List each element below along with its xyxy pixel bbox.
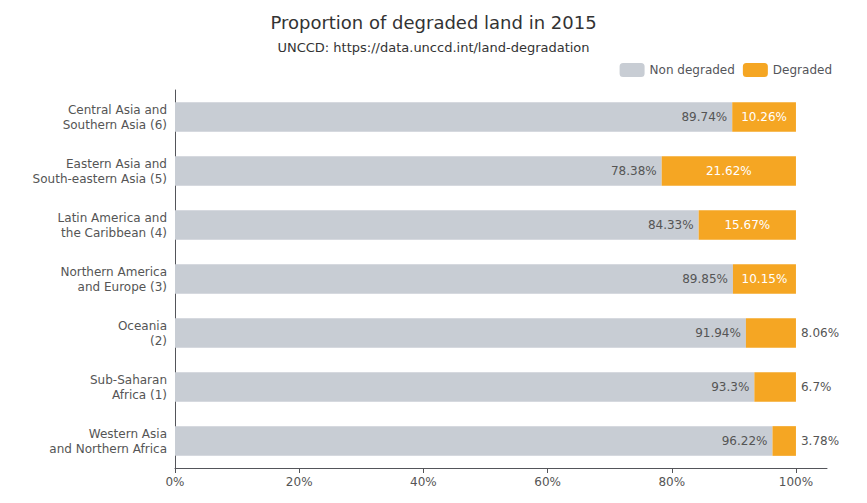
svg-text:89.74%: 89.74% [681,110,727,124]
svg-text:Northern America: Northern America [60,265,167,279]
svg-text:South-eastern Asia (5): South-eastern Asia (5) [33,172,167,186]
svg-text:10.15%: 10.15% [742,272,788,286]
svg-text:Proportion of degraded land in: Proportion of degraded land in 2015 [270,12,596,33]
svg-text:Sub-Saharan: Sub-Saharan [90,373,167,387]
svg-text:Eastern Asia and: Eastern Asia and [66,157,167,171]
svg-text:Latin America and: Latin America and [58,211,167,225]
svg-text:91.94%: 91.94% [695,326,741,340]
svg-text:and Northern Africa: and Northern Africa [49,442,167,456]
svg-text:6.7%: 6.7% [801,380,832,394]
svg-text:Oceania: Oceania [118,319,167,333]
svg-text:96.22%: 96.22% [722,434,768,448]
svg-text:89.85%: 89.85% [682,272,728,286]
svg-text:21.62%: 21.62% [706,164,752,178]
svg-text:Southern Asia (6): Southern Asia (6) [63,118,167,132]
svg-text:and Europe (3): and Europe (3) [78,280,167,294]
svg-text:78.38%: 78.38% [611,164,657,178]
svg-text:20%: 20% [286,475,313,489]
svg-text:60%: 60% [534,475,561,489]
svg-text:80%: 80% [658,475,685,489]
svg-text:(2): (2) [150,334,167,348]
svg-text:15.67%: 15.67% [724,218,770,232]
svg-text:40%: 40% [410,475,437,489]
svg-text:Africa (1): Africa (1) [112,388,167,402]
svg-text:93.3%: 93.3% [711,380,749,394]
svg-text:84.33%: 84.33% [648,218,694,232]
svg-text:100%: 100% [779,475,813,489]
svg-text:0%: 0% [165,475,184,489]
svg-text:Non degraded: Non degraded [650,63,735,77]
svg-text:3.78%: 3.78% [801,434,839,448]
svg-text:Western Asia: Western Asia [89,427,167,441]
svg-text:Degraded: Degraded [773,63,832,77]
svg-text:the Caribbean (4): the Caribbean (4) [61,226,167,240]
svg-text:Central Asia and: Central Asia and [68,103,167,117]
svg-text:10.26%: 10.26% [741,110,787,124]
svg-text:UNCCD: https://data.unccd.int/: UNCCD: https://data.unccd.int/land-degra… [277,40,589,55]
svg-text:8.06%: 8.06% [801,326,839,340]
